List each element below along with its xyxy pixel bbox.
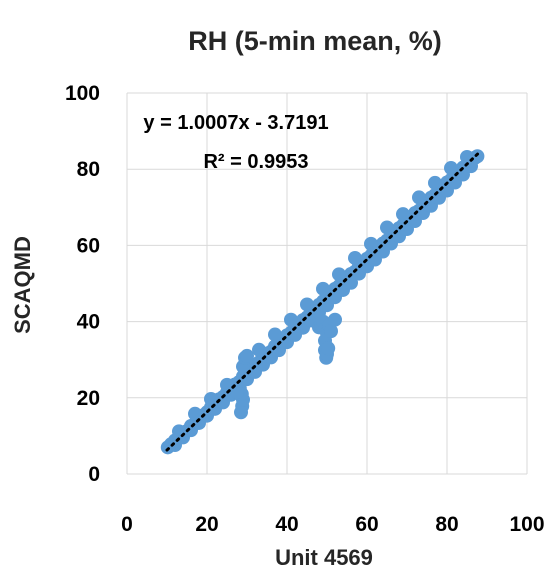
trendline-equation: y = 1.0007x - 3.7191 xyxy=(143,112,328,134)
x-tick-label: 20 xyxy=(195,513,218,536)
data-point xyxy=(300,297,314,312)
x-tick-label: 60 xyxy=(355,513,378,536)
trendline xyxy=(165,151,481,452)
data-point xyxy=(252,342,266,357)
data-point xyxy=(428,175,442,190)
data-point xyxy=(324,324,338,339)
y-tick-label: 100 xyxy=(65,82,100,105)
x-tick-label: 40 xyxy=(275,513,298,536)
data-point xyxy=(444,161,458,176)
data-point xyxy=(460,150,474,165)
y-tick-label: 80 xyxy=(77,158,100,181)
x-tick-label: 0 xyxy=(121,513,133,536)
data-point xyxy=(240,348,254,363)
data-point xyxy=(188,406,202,421)
data-point xyxy=(284,312,298,327)
data-point xyxy=(344,275,358,290)
y-tick-label: 40 xyxy=(77,311,100,334)
data-point xyxy=(348,250,362,265)
data-point xyxy=(172,424,186,439)
data-point xyxy=(268,327,282,342)
data-point xyxy=(316,281,330,296)
data-point xyxy=(204,391,218,406)
trendline-layer xyxy=(165,151,481,452)
data-point xyxy=(364,236,378,251)
data-point xyxy=(412,190,426,205)
x-tick-label: 80 xyxy=(435,513,458,536)
y-axis-title: SCAQMD xyxy=(10,236,35,334)
data-point xyxy=(328,312,342,327)
tick-labels: 0 20 40 60 80 100 0 20 40 60 80 100 xyxy=(65,82,545,536)
y-tick-label: 0 xyxy=(88,463,100,486)
data-point xyxy=(396,207,410,222)
data-point xyxy=(220,377,234,392)
data-point xyxy=(332,267,346,282)
x-axis-title: Unit 4569 xyxy=(275,545,373,570)
chart-title: RH (5-min mean, %) xyxy=(188,26,442,56)
y-tick-label: 60 xyxy=(77,234,100,257)
y-tick-label: 20 xyxy=(77,387,100,410)
data-point xyxy=(380,220,394,235)
data-point xyxy=(321,341,336,356)
x-tick-label: 100 xyxy=(509,513,544,536)
trendline-r2: R² = 0.9953 xyxy=(203,151,308,173)
